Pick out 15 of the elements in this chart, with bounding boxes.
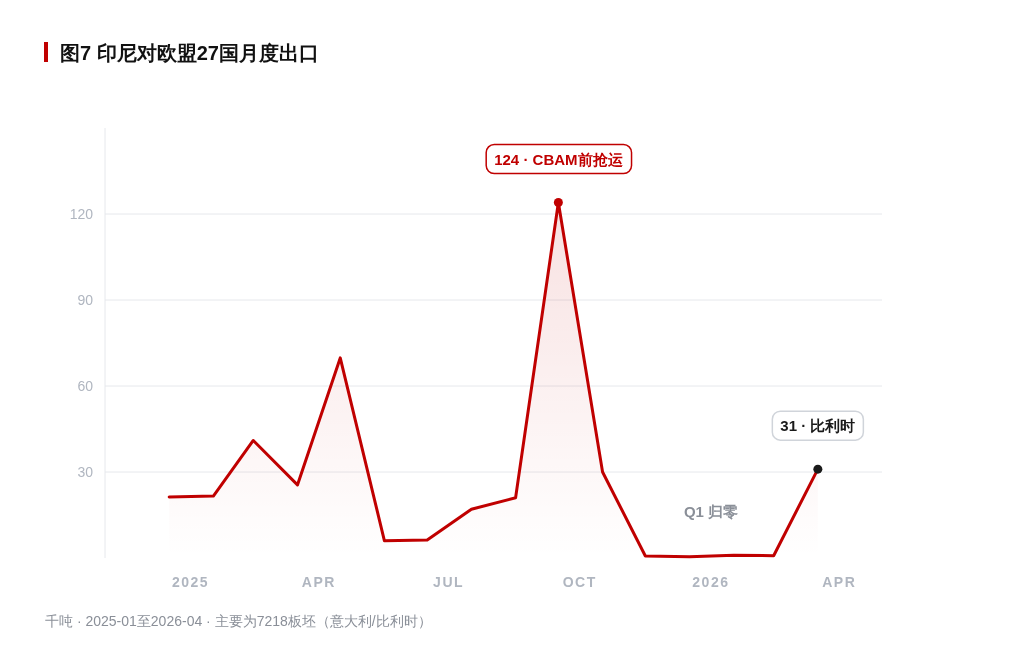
x-tick-label: OCT <box>562 574 597 590</box>
chart-title: 图7 印尼对欧盟27国月度出口 <box>60 42 319 64</box>
x-tick-label: 2025 <box>171 574 210 590</box>
annotation: 31 · 比利时 <box>780 417 856 435</box>
annotation: Q1 归零 <box>683 503 739 520</box>
x-tick-label: JUL <box>433 574 465 590</box>
y-tick-label: 90 <box>77 292 94 308</box>
y-tick-label: 60 <box>77 378 94 394</box>
y-tick-label: 120 <box>69 206 94 222</box>
x-tick-label: 2026 <box>692 574 730 590</box>
x-tick-label: APR <box>301 574 336 590</box>
x-tick-label: APR <box>822 574 857 590</box>
y-tick-label: 30 <box>77 464 94 480</box>
annotation: 124 · CBAM前抢运 <box>494 150 624 168</box>
text: 千吨 · 2025-01至2026-04 · 主要为7218板坯（意大利/比利时） <box>45 613 432 629</box>
